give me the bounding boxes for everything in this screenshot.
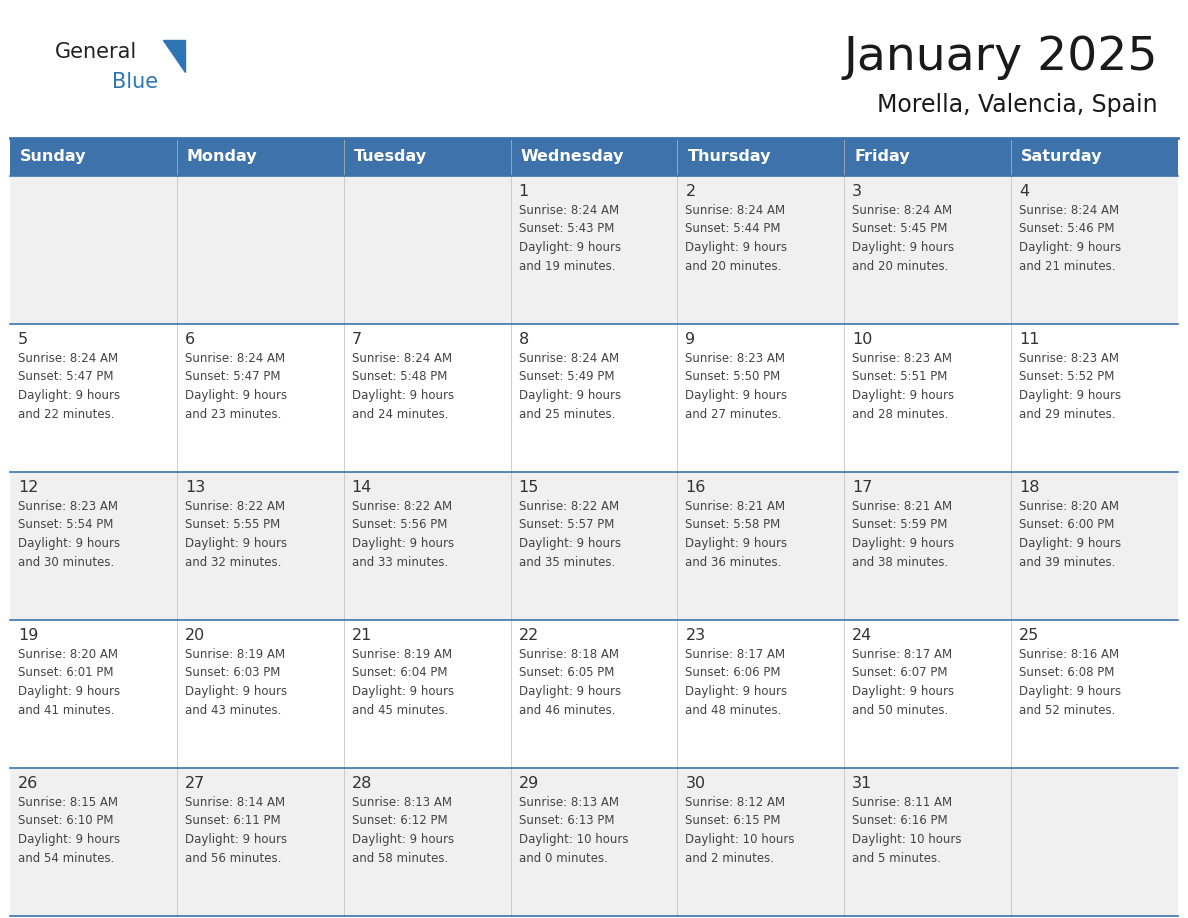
Text: 12: 12 <box>18 480 38 495</box>
Text: Sunrise: 8:24 AM
Sunset: 5:47 PM
Daylight: 9 hours
and 23 minutes.: Sunrise: 8:24 AM Sunset: 5:47 PM Dayligh… <box>185 352 287 420</box>
Text: Friday: Friday <box>854 150 910 164</box>
Text: 3: 3 <box>852 184 862 199</box>
Text: 21: 21 <box>352 628 372 643</box>
Bar <box>343 138 511 176</box>
Text: Sunrise: 8:13 AM
Sunset: 6:12 PM
Daylight: 9 hours
and 58 minutes.: Sunrise: 8:13 AM Sunset: 6:12 PM Dayligh… <box>352 796 454 865</box>
Bar <box>10 768 1178 916</box>
Text: 4: 4 <box>1019 184 1029 199</box>
Bar <box>10 176 1178 324</box>
Bar <box>845 138 1011 176</box>
Bar <box>10 472 1178 620</box>
Text: Morella, Valencia, Spain: Morella, Valencia, Spain <box>878 93 1158 117</box>
Text: 22: 22 <box>519 628 539 643</box>
Text: 14: 14 <box>352 480 372 495</box>
Text: Sunrise: 8:24 AM
Sunset: 5:43 PM
Daylight: 9 hours
and 19 minutes.: Sunrise: 8:24 AM Sunset: 5:43 PM Dayligh… <box>519 204 620 273</box>
Text: 9: 9 <box>685 332 695 347</box>
Text: Sunrise: 8:11 AM
Sunset: 6:16 PM
Daylight: 10 hours
and 5 minutes.: Sunrise: 8:11 AM Sunset: 6:16 PM Dayligh… <box>852 796 962 865</box>
Text: Sunrise: 8:17 AM
Sunset: 6:07 PM
Daylight: 9 hours
and 50 minutes.: Sunrise: 8:17 AM Sunset: 6:07 PM Dayligh… <box>852 648 954 717</box>
Text: Sunrise: 8:22 AM
Sunset: 5:57 PM
Daylight: 9 hours
and 35 minutes.: Sunrise: 8:22 AM Sunset: 5:57 PM Dayligh… <box>519 500 620 568</box>
Bar <box>1011 138 1178 176</box>
Text: Sunrise: 8:20 AM
Sunset: 6:00 PM
Daylight: 9 hours
and 39 minutes.: Sunrise: 8:20 AM Sunset: 6:00 PM Dayligh… <box>1019 500 1121 568</box>
Text: Sunrise: 8:24 AM
Sunset: 5:46 PM
Daylight: 9 hours
and 21 minutes.: Sunrise: 8:24 AM Sunset: 5:46 PM Dayligh… <box>1019 204 1121 273</box>
Text: Wednesday: Wednesday <box>520 150 624 164</box>
Text: Saturday: Saturday <box>1022 150 1102 164</box>
Text: 29: 29 <box>519 776 539 791</box>
Text: 10: 10 <box>852 332 873 347</box>
Text: 13: 13 <box>185 480 206 495</box>
Text: Sunrise: 8:22 AM
Sunset: 5:55 PM
Daylight: 9 hours
and 32 minutes.: Sunrise: 8:22 AM Sunset: 5:55 PM Dayligh… <box>185 500 287 568</box>
Bar <box>511 138 677 176</box>
Text: Thursday: Thursday <box>688 150 771 164</box>
Text: 17: 17 <box>852 480 873 495</box>
Text: 7: 7 <box>352 332 362 347</box>
Text: Sunrise: 8:16 AM
Sunset: 6:08 PM
Daylight: 9 hours
and 52 minutes.: Sunrise: 8:16 AM Sunset: 6:08 PM Dayligh… <box>1019 648 1121 717</box>
Text: Sunrise: 8:19 AM
Sunset: 6:03 PM
Daylight: 9 hours
and 43 minutes.: Sunrise: 8:19 AM Sunset: 6:03 PM Dayligh… <box>185 648 287 717</box>
Text: 25: 25 <box>1019 628 1040 643</box>
Text: 18: 18 <box>1019 480 1040 495</box>
Text: January 2025: January 2025 <box>843 35 1158 80</box>
Text: 6: 6 <box>185 332 195 347</box>
Text: Sunrise: 8:12 AM
Sunset: 6:15 PM
Daylight: 10 hours
and 2 minutes.: Sunrise: 8:12 AM Sunset: 6:15 PM Dayligh… <box>685 796 795 865</box>
Text: 23: 23 <box>685 628 706 643</box>
Text: 27: 27 <box>185 776 206 791</box>
Text: Sunrise: 8:24 AM
Sunset: 5:44 PM
Daylight: 9 hours
and 20 minutes.: Sunrise: 8:24 AM Sunset: 5:44 PM Dayligh… <box>685 204 788 273</box>
Text: Sunrise: 8:23 AM
Sunset: 5:51 PM
Daylight: 9 hours
and 28 minutes.: Sunrise: 8:23 AM Sunset: 5:51 PM Dayligh… <box>852 352 954 420</box>
Text: Sunrise: 8:24 AM
Sunset: 5:49 PM
Daylight: 9 hours
and 25 minutes.: Sunrise: 8:24 AM Sunset: 5:49 PM Dayligh… <box>519 352 620 420</box>
Bar <box>10 620 1178 768</box>
Text: Sunrise: 8:14 AM
Sunset: 6:11 PM
Daylight: 9 hours
and 56 minutes.: Sunrise: 8:14 AM Sunset: 6:11 PM Dayligh… <box>185 796 287 865</box>
Text: 26: 26 <box>18 776 38 791</box>
Text: Sunrise: 8:23 AM
Sunset: 5:50 PM
Daylight: 9 hours
and 27 minutes.: Sunrise: 8:23 AM Sunset: 5:50 PM Dayligh… <box>685 352 788 420</box>
Text: 19: 19 <box>18 628 38 643</box>
Text: 5: 5 <box>18 332 29 347</box>
Text: Sunrise: 8:19 AM
Sunset: 6:04 PM
Daylight: 9 hours
and 45 minutes.: Sunrise: 8:19 AM Sunset: 6:04 PM Dayligh… <box>352 648 454 717</box>
Text: 1: 1 <box>519 184 529 199</box>
Text: 15: 15 <box>519 480 539 495</box>
Bar <box>10 324 1178 472</box>
Text: General: General <box>55 42 138 62</box>
Bar <box>177 138 343 176</box>
Text: Sunday: Sunday <box>20 150 87 164</box>
Text: 31: 31 <box>852 776 872 791</box>
Text: 30: 30 <box>685 776 706 791</box>
Polygon shape <box>163 40 185 72</box>
Bar <box>677 138 845 176</box>
Text: 28: 28 <box>352 776 372 791</box>
Text: Tuesday: Tuesday <box>354 150 426 164</box>
Text: Monday: Monday <box>187 150 258 164</box>
Text: Sunrise: 8:18 AM
Sunset: 6:05 PM
Daylight: 9 hours
and 46 minutes.: Sunrise: 8:18 AM Sunset: 6:05 PM Dayligh… <box>519 648 620 717</box>
Text: Sunrise: 8:15 AM
Sunset: 6:10 PM
Daylight: 9 hours
and 54 minutes.: Sunrise: 8:15 AM Sunset: 6:10 PM Dayligh… <box>18 796 120 865</box>
Text: Sunrise: 8:20 AM
Sunset: 6:01 PM
Daylight: 9 hours
and 41 minutes.: Sunrise: 8:20 AM Sunset: 6:01 PM Dayligh… <box>18 648 120 717</box>
Text: Sunrise: 8:21 AM
Sunset: 5:59 PM
Daylight: 9 hours
and 38 minutes.: Sunrise: 8:21 AM Sunset: 5:59 PM Dayligh… <box>852 500 954 568</box>
Text: 8: 8 <box>519 332 529 347</box>
Text: 20: 20 <box>185 628 206 643</box>
Text: Sunrise: 8:21 AM
Sunset: 5:58 PM
Daylight: 9 hours
and 36 minutes.: Sunrise: 8:21 AM Sunset: 5:58 PM Dayligh… <box>685 500 788 568</box>
Text: Sunrise: 8:24 AM
Sunset: 5:47 PM
Daylight: 9 hours
and 22 minutes.: Sunrise: 8:24 AM Sunset: 5:47 PM Dayligh… <box>18 352 120 420</box>
Text: Blue: Blue <box>112 72 158 92</box>
Text: Sunrise: 8:24 AM
Sunset: 5:45 PM
Daylight: 9 hours
and 20 minutes.: Sunrise: 8:24 AM Sunset: 5:45 PM Dayligh… <box>852 204 954 273</box>
Bar <box>10 138 177 176</box>
Text: Sunrise: 8:13 AM
Sunset: 6:13 PM
Daylight: 10 hours
and 0 minutes.: Sunrise: 8:13 AM Sunset: 6:13 PM Dayligh… <box>519 796 628 865</box>
Text: Sunrise: 8:23 AM
Sunset: 5:52 PM
Daylight: 9 hours
and 29 minutes.: Sunrise: 8:23 AM Sunset: 5:52 PM Dayligh… <box>1019 352 1121 420</box>
Text: Sunrise: 8:22 AM
Sunset: 5:56 PM
Daylight: 9 hours
and 33 minutes.: Sunrise: 8:22 AM Sunset: 5:56 PM Dayligh… <box>352 500 454 568</box>
Text: 24: 24 <box>852 628 872 643</box>
Text: 2: 2 <box>685 184 695 199</box>
Text: 11: 11 <box>1019 332 1040 347</box>
Text: Sunrise: 8:24 AM
Sunset: 5:48 PM
Daylight: 9 hours
and 24 minutes.: Sunrise: 8:24 AM Sunset: 5:48 PM Dayligh… <box>352 352 454 420</box>
Text: Sunrise: 8:23 AM
Sunset: 5:54 PM
Daylight: 9 hours
and 30 minutes.: Sunrise: 8:23 AM Sunset: 5:54 PM Dayligh… <box>18 500 120 568</box>
Text: 16: 16 <box>685 480 706 495</box>
Text: Sunrise: 8:17 AM
Sunset: 6:06 PM
Daylight: 9 hours
and 48 minutes.: Sunrise: 8:17 AM Sunset: 6:06 PM Dayligh… <box>685 648 788 717</box>
